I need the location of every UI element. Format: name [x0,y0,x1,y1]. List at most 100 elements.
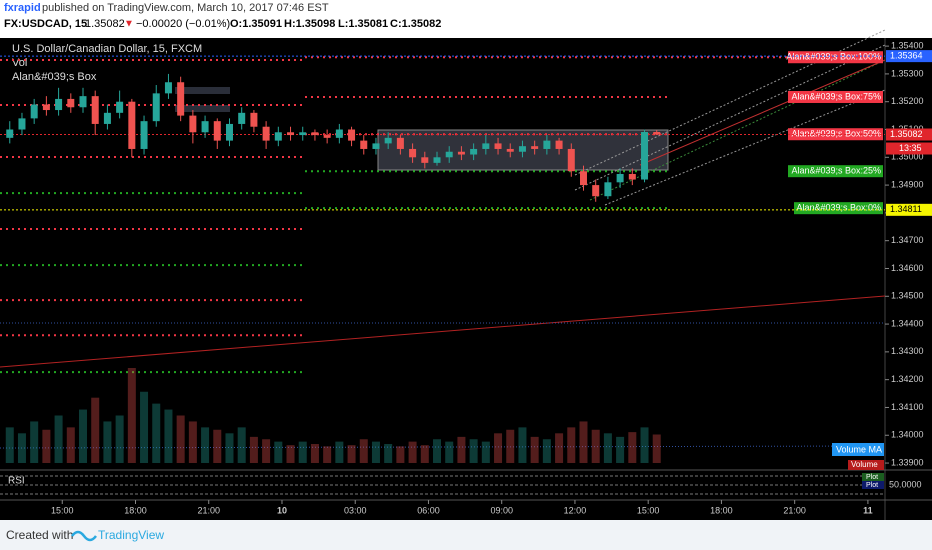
candle-body [116,101,124,113]
candle-body [128,101,136,149]
volume-bar [555,433,564,463]
candle-body [592,185,600,197]
volume-bar [371,441,380,463]
volume-bar [481,441,490,463]
volume-bar [616,436,625,463]
candle-body [323,135,331,138]
rsi-label: RSI [8,476,25,487]
price-tag-label: 1.35364 [890,50,923,60]
ohlc-close: C:1.35082 [390,18,441,30]
volume-bar [249,436,258,463]
volume-bar [201,427,210,463]
volume-ma-tag [832,443,884,456]
candle-body [189,115,197,133]
volume-bar [396,446,405,463]
candle-body [201,121,209,133]
volume-bar [42,429,51,463]
ohlc-open: O:1.35091 [230,18,282,30]
volume-bar [152,403,161,463]
countdown-tag [886,142,932,155]
candle-body [140,121,148,149]
candle-body [238,112,246,124]
volume-bar [433,439,442,463]
x-tick-label: 10 [277,505,287,515]
volume-bar [579,421,588,463]
volume-bar [262,439,271,463]
down-arrow: ▼ [124,19,134,30]
x-tick-label: 09:00 [490,505,513,515]
candle-body [506,148,514,152]
volume-bar [237,427,246,463]
candle-body [470,148,478,155]
candle-body [91,96,99,124]
volume-bar [506,429,515,463]
x-tick-label: 18:00 [710,505,733,515]
volume-bar [310,444,319,463]
rsi-plot-label: Plot [866,482,878,489]
x-tick-label: 18:00 [124,505,147,515]
volume-bar [652,434,661,463]
y-tick-label: 1.34100 [891,402,924,412]
horizontal-line [0,445,886,449]
candle-body [103,112,111,124]
y-tick-label: 1.33900 [891,457,924,467]
volume-bar [298,441,307,463]
volume-bar [384,444,393,463]
channel-mid [639,59,886,166]
symbol: FX:USDCAD, 15 [4,18,87,30]
volume-bar [54,415,63,463]
candle-body [372,143,380,149]
volume-bar [347,445,356,463]
candle-body [67,98,75,108]
volume-label: Volume [851,460,878,469]
indicator-label: Alan&#039;s Box [12,71,97,83]
candle-body [641,132,649,180]
volume-bar [323,446,332,463]
brand-logo [71,530,97,542]
candle-body [421,157,429,163]
publisher[interactable]: fxrapid [4,2,41,14]
rsi-tick-label: 50.0000 [889,479,922,489]
rsi-plot-tag [862,473,884,481]
candle-body [384,137,392,144]
volume-bar [359,439,368,463]
candle-body [225,123,233,141]
x-tick-label: 15:00 [51,505,74,515]
volume-bar [628,432,637,463]
candle-body [604,182,612,197]
level-label: Alan&#039;s Box:25% [791,166,881,176]
candle-body [250,112,258,127]
level-tag [788,165,883,178]
candle-body [299,132,307,136]
volume-bar [445,441,454,463]
candle-body [445,151,453,158]
volume-tag [848,460,884,470]
rsi-plot-tag [862,481,884,489]
volume-bar [469,439,478,463]
candle-body [616,173,624,183]
candle-body [396,137,404,149]
brand[interactable]: TradingView [98,528,164,542]
volume-bar [567,427,576,463]
y-tick-label: 1.34200 [891,374,924,384]
countdown: 13:35 [899,143,922,153]
rsi-plot-label: Plot [866,474,878,481]
volume-bar [188,421,197,463]
volume-bar [66,427,75,463]
candle-body [494,143,502,149]
y-tick-label: 1.35000 [891,152,924,162]
candle-body [164,82,172,94]
candle-body [335,129,343,138]
volume-bar [115,415,124,463]
volume-bar [542,439,551,463]
volume-bar [127,368,136,463]
price-tag [886,203,932,216]
y-tick-label: 1.34400 [891,318,924,328]
level-tag [788,51,883,64]
y-tick-label: 1.34300 [891,346,924,356]
volume-bar [5,427,14,463]
level-label: Alan&#039;s Box:75% [791,91,881,101]
y-tick-label: 1.34900 [891,179,924,189]
candle-body [409,148,417,158]
candle-body [653,132,661,135]
